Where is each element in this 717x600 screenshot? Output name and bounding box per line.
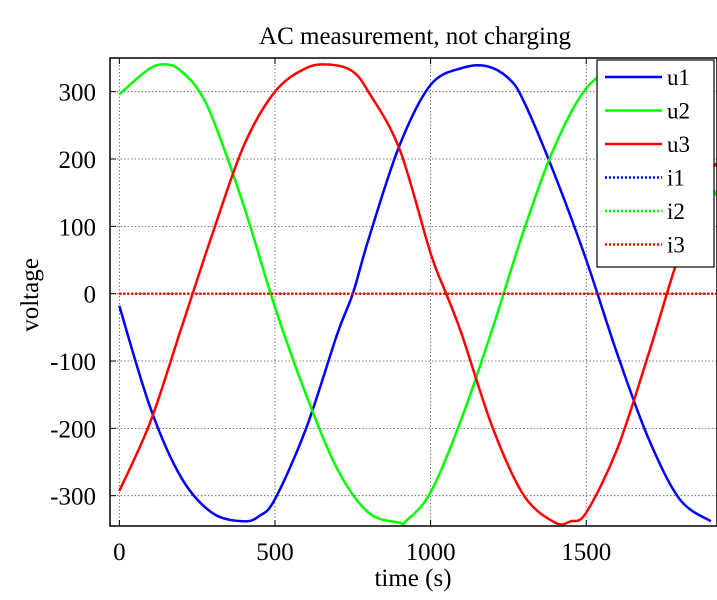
y-tick-label: 0 bbox=[84, 282, 97, 309]
x-tick-labels: 0 500 1000 1500 bbox=[113, 539, 611, 566]
y-tick-label: -300 bbox=[50, 484, 96, 511]
grid-lines bbox=[110, 58, 717, 526]
series-line-u1 bbox=[118, 63, 712, 523]
y-tick-label: 100 bbox=[59, 214, 97, 241]
legend-box bbox=[596, 59, 715, 268]
legend-label-u2: u2 bbox=[667, 99, 690, 124]
y-tick-label: 300 bbox=[59, 80, 97, 107]
legend-label-i3: i3 bbox=[667, 233, 685, 258]
legend: u1 u2 u3 i1 i2 i3 bbox=[596, 59, 715, 268]
x-tick-label: 0 bbox=[113, 539, 126, 566]
legend-label-i2: i2 bbox=[667, 199, 685, 224]
y-tick-labels: -300 -200 -100 0 100 200 300 bbox=[50, 80, 96, 511]
legend-label-i1: i1 bbox=[667, 166, 685, 191]
chart-title: AC measurement, not charging bbox=[259, 23, 571, 50]
legend-label-u3: u3 bbox=[667, 132, 690, 157]
x-tick-label: 1500 bbox=[561, 539, 611, 566]
axis-ticks bbox=[110, 58, 587, 526]
x-tick-label: 1000 bbox=[406, 539, 456, 566]
y-tick-label: -200 bbox=[50, 416, 96, 443]
y-axis-label: voltage bbox=[17, 258, 44, 332]
x-axis-label: time (s) bbox=[374, 565, 451, 592]
x-tick-label: 500 bbox=[256, 539, 294, 566]
y-tick-label: -100 bbox=[50, 349, 96, 376]
legend-label-u1: u1 bbox=[667, 65, 690, 90]
y-tick-label: 200 bbox=[59, 147, 97, 174]
plot-frame bbox=[109, 57, 717, 527]
series-line-u3 bbox=[118, 63, 717, 526]
